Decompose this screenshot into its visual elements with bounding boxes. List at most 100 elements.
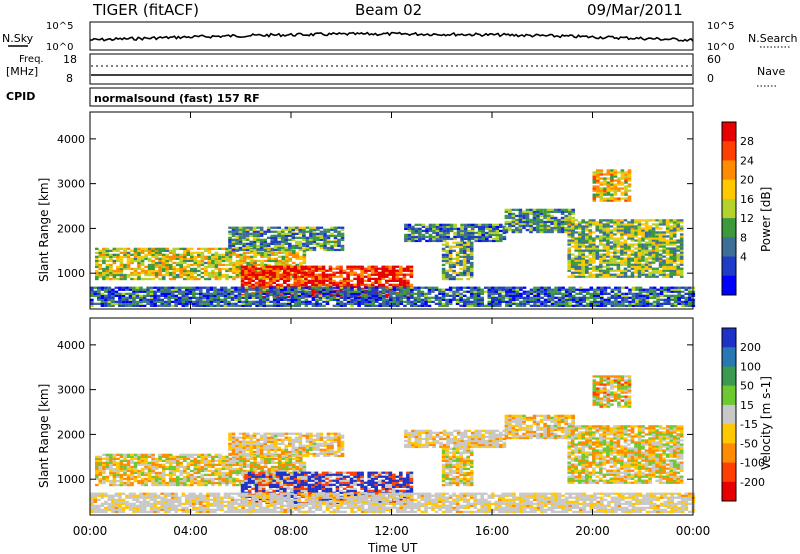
- heatmap-cell: [167, 296, 171, 299]
- heatmap-cell: [431, 288, 435, 291]
- heatmap-cell: [642, 302, 646, 305]
- heatmap-cell: [395, 279, 400, 282]
- heatmap-cell: [577, 255, 582, 258]
- heatmap-cell: [596, 300, 601, 303]
- heatmap-cell: [602, 257, 607, 260]
- heatmap-cell: [242, 234, 246, 237]
- heatmap-cell: [193, 255, 198, 258]
- heatmap-cell: [677, 288, 681, 291]
- heatmap-cell: [133, 249, 138, 252]
- heatmap-cell: [445, 277, 449, 281]
- heatmap-cell: [109, 253, 113, 256]
- heatmap-cell: [501, 286, 506, 289]
- heatmap-cell: [353, 302, 358, 305]
- heatmap-cell: [168, 473, 173, 477]
- heatmap-cell: [631, 300, 636, 303]
- heatmap-cell: [98, 459, 103, 462]
- heatmap-cell: [202, 296, 207, 299]
- heatmap-cell: [672, 255, 677, 258]
- heatmap-cell: [175, 469, 180, 473]
- heatmap-cell: [672, 269, 677, 272]
- heatmap-cell: [609, 251, 614, 254]
- heatmap-cell: [181, 286, 186, 289]
- heatmap-cell: [614, 296, 618, 299]
- heatmap-cell: [441, 302, 446, 305]
- heatmap-cell: [258, 292, 263, 295]
- heatmap-cell: [119, 265, 124, 269]
- heatmap-cell: [617, 171, 621, 174]
- heatmap-cell: [102, 257, 106, 260]
- heatmap-cell: [367, 302, 372, 305]
- heatmap-cell: [307, 269, 312, 272]
- heatmap-cell: [111, 302, 115, 305]
- heatmap-cell: [339, 300, 344, 303]
- heatmap-cell: [156, 288, 161, 291]
- heatmap-cell: [446, 227, 450, 230]
- heatmap-cell: [662, 241, 666, 244]
- heatmap-cell: [655, 253, 659, 256]
- heatmap-cell: [240, 279, 245, 282]
- heatmap-cell: [593, 296, 597, 299]
- heatmap-cell: [258, 286, 263, 289]
- heatmap-cell: [161, 275, 166, 279]
- heatmap-cell: [624, 179, 628, 182]
- heatmap-cell: [185, 296, 189, 299]
- heatmap-cell: [515, 288, 520, 291]
- heatmap-cell: [147, 251, 152, 254]
- heatmap-cell: [140, 259, 145, 263]
- heatmap-cell: [635, 298, 639, 301]
- heatmap-cell: [432, 235, 436, 239]
- heatmap-cell: [273, 242, 278, 245]
- heatmap-cell: [445, 273, 449, 277]
- heatmap-cell: [360, 275, 364, 278]
- heatmap-cell: [112, 253, 117, 256]
- heatmap-cell: [309, 228, 313, 231]
- heatmap-cell: [581, 275, 585, 278]
- heatmap-cell: [234, 290, 238, 293]
- heatmap-cell: [232, 269, 236, 273]
- heatmap-cell: [305, 226, 310, 229]
- heatmap-cell: [374, 292, 379, 295]
- heatmap-cell: [297, 290, 302, 293]
- heatmap-cell: [126, 273, 131, 277]
- heatmap-cell: [318, 279, 322, 282]
- heatmap-cell: [557, 286, 562, 289]
- heatmap-cell: [424, 286, 428, 289]
- heatmap-cell: [133, 251, 138, 254]
- heatmap-cell: [154, 247, 159, 250]
- heatmap-cell: [679, 253, 684, 256]
- heatmap-cell: [175, 257, 180, 260]
- heatmap-cell: [485, 237, 489, 241]
- heatmap-cell: [244, 290, 249, 293]
- heatmap-cell: [550, 222, 554, 226]
- heatmap-cell: [260, 267, 264, 271]
- heatmap-cell: [123, 457, 127, 460]
- heatmap-cell: [641, 269, 645, 272]
- heatmap-cell: [480, 288, 484, 291]
- heatmap-cell: [371, 292, 375, 295]
- heatmap-cell: [526, 302, 530, 305]
- heatmap-cell: [522, 226, 526, 230]
- heatmap-cell: [473, 304, 477, 307]
- heatmap-cell: [109, 479, 113, 483]
- heatmap-cell: [283, 302, 288, 305]
- heatmap-cell: [225, 275, 229, 279]
- heatmap-cell: [603, 292, 608, 295]
- heatmap-cell: [311, 291, 315, 295]
- heatmap-cell: [596, 191, 600, 194]
- heatmap-cell: [570, 267, 575, 270]
- heatmap-cell: [480, 292, 484, 295]
- heatmap-cell: [139, 300, 143, 303]
- heatmap-cell: [280, 232, 285, 235]
- power-heatmap-cells: [90, 169, 696, 307]
- heatmap-cell: [665, 265, 670, 268]
- heatmap-cell: [330, 248, 334, 252]
- heatmap-cell: [462, 269, 467, 273]
- heatmap-cell: [624, 286, 629, 289]
- heatmap-cell: [167, 288, 171, 291]
- heatmap-cell: [575, 292, 579, 295]
- heatmap-cell: [356, 279, 361, 282]
- heatmap-cell: [288, 242, 292, 245]
- heatmap-cell: [245, 238, 250, 241]
- heatmap-cell: [488, 235, 493, 239]
